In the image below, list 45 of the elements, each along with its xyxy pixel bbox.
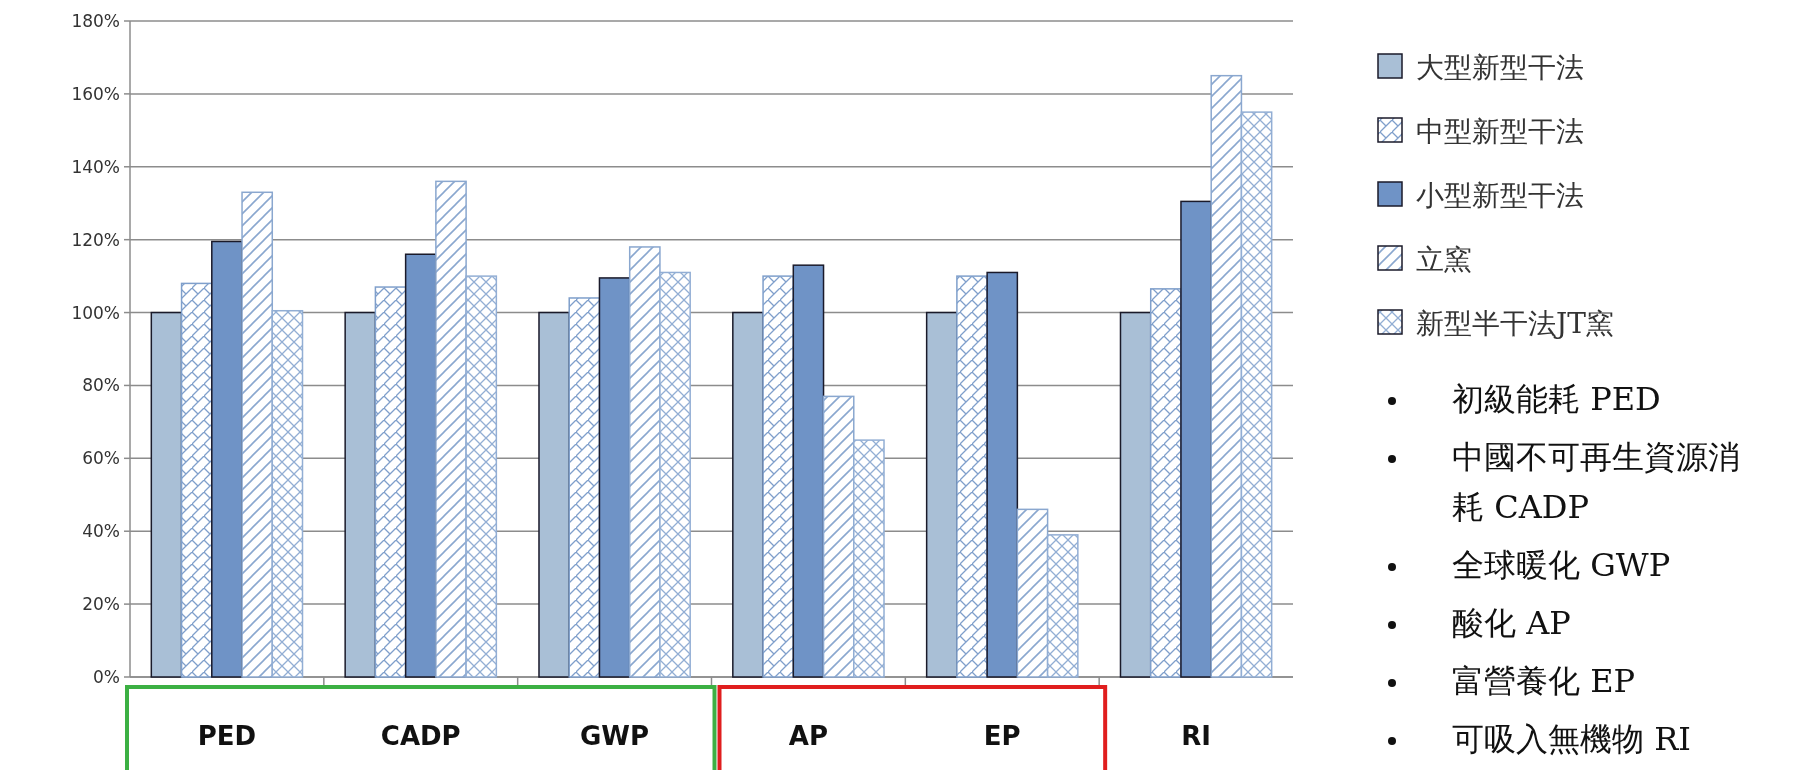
bar: [404, 253, 437, 678]
text: 酸化 AP: [1452, 604, 1571, 642]
x-tick-label: AP: [788, 721, 829, 751]
bar: [150, 311, 183, 678]
legend-label: 小型新型干法: [1416, 179, 1584, 212]
y-tick-label: 80%: [82, 375, 120, 396]
x-tick-label: PED: [197, 721, 257, 751]
y-tick-label: 140%: [71, 156, 120, 177]
text: 富營養化 EP: [1452, 662, 1636, 700]
y-tick-label: 160%: [71, 83, 120, 104]
text: 可吸入無機物 RI: [1452, 720, 1691, 758]
bar: [1180, 200, 1212, 678]
text: 初級能耗 PED: [1452, 380, 1661, 418]
y-tick-label: 100%: [71, 302, 120, 323]
legend-label: 新型半干法JT窯: [1416, 307, 1614, 340]
legend-label: 中型新型干法: [1416, 115, 1584, 148]
bar: [792, 264, 825, 678]
x-tick-label: EP: [983, 721, 1021, 751]
y-tick-label: 20%: [82, 594, 120, 615]
bar: [374, 286, 407, 678]
y-tick-label: 0%: [93, 667, 120, 687]
bar: [211, 240, 243, 678]
y-tick-label: 180%: [71, 11, 120, 31]
legend-label: 立窯: [1416, 243, 1472, 276]
bar: [538, 311, 570, 678]
bar: [180, 282, 213, 678]
y-tick-label: 40%: [82, 521, 120, 542]
bar: [925, 311, 958, 678]
x-tick-label: RI: [1181, 721, 1211, 751]
bar: [732, 311, 764, 678]
bar: [762, 275, 795, 678]
y-tick-label: 120%: [71, 229, 120, 250]
text: 全球暖化 GWP: [1452, 546, 1671, 584]
bar: [344, 311, 377, 678]
bar: [1119, 311, 1152, 678]
y-tick-label: 60%: [82, 448, 120, 469]
x-tick-label: CADP: [380, 721, 461, 751]
bar: [986, 271, 1019, 678]
bar: [598, 277, 631, 678]
bar: [956, 275, 988, 678]
bar: [568, 297, 601, 678]
legend-label: 大型新型干法: [1416, 51, 1584, 84]
bar: [1149, 288, 1182, 678]
text: 中國不可再生資源消耗 CADP: [1452, 438, 1740, 526]
x-tick-label: GWP: [580, 721, 650, 751]
